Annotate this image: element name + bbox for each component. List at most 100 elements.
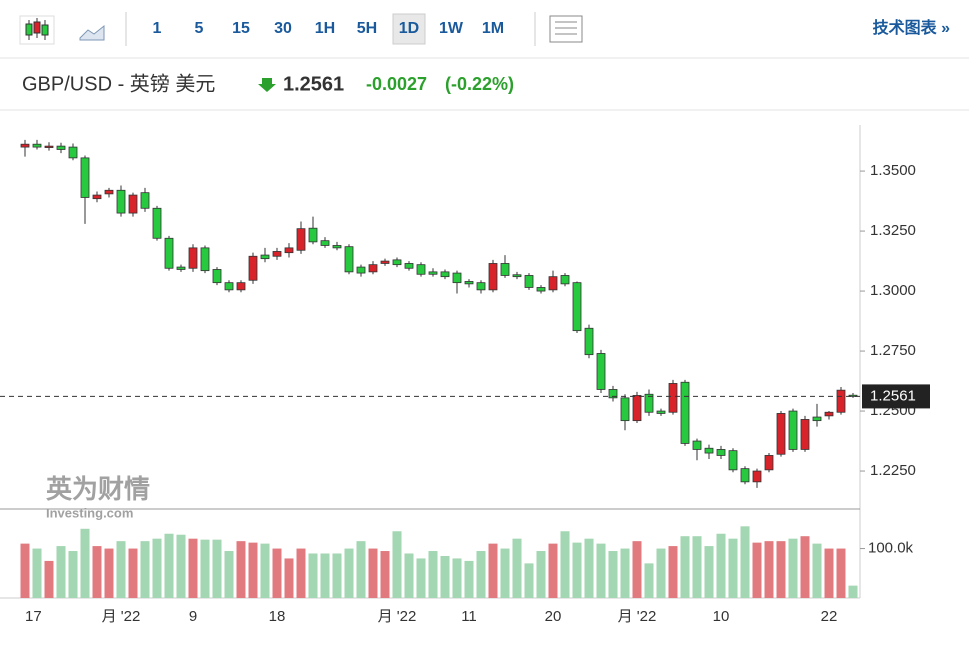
- candle-body: [224, 282, 234, 291]
- candle-body: [92, 194, 102, 200]
- candle-body: [176, 266, 186, 270]
- volume-bar: [92, 546, 102, 598]
- candle-body: [284, 247, 294, 254]
- interval-button[interactable]: 1M: [482, 20, 504, 37]
- interval-button[interactable]: 30: [274, 20, 292, 37]
- volume-bar: [740, 526, 750, 598]
- volume-bar: [68, 551, 78, 598]
- volume-bar: [824, 548, 834, 598]
- interval-button[interactable]: 5H: [357, 20, 377, 37]
- volume-bar: [344, 548, 354, 598]
- candle-body: [656, 410, 666, 414]
- volume-bar: [140, 541, 150, 598]
- volume-bar: [464, 560, 474, 598]
- x-tick-label: 月 '22: [102, 608, 141, 625]
- x-tick-label: 10: [713, 608, 730, 625]
- volume-bar: [512, 538, 522, 598]
- volume-bar: [584, 538, 594, 598]
- volume-bar: [644, 563, 654, 598]
- candle-body: [332, 245, 342, 249]
- volume-bar: [752, 542, 762, 598]
- volume-bar: [20, 543, 30, 598]
- candle-body: [44, 145, 54, 148]
- y-tick-label: 1.3000: [870, 282, 916, 299]
- candle-body: [572, 282, 582, 332]
- interval-button[interactable]: 1H: [315, 20, 335, 37]
- candle-body: [128, 194, 138, 214]
- candle-body: [476, 282, 486, 291]
- interval-button[interactable]: 1: [153, 20, 162, 37]
- volume-bar: [836, 548, 846, 598]
- candle-body: [776, 413, 786, 455]
- volume-bar: [572, 542, 582, 598]
- volume-bar: [164, 533, 174, 598]
- candle-body: [320, 240, 330, 246]
- x-tick-label: 18: [269, 608, 286, 625]
- candle-body: [788, 410, 798, 450]
- volume-bar: [452, 558, 462, 598]
- candle-body: [80, 157, 90, 198]
- candle-body: [368, 264, 378, 273]
- candle-body: [380, 260, 390, 264]
- interval-button[interactable]: 15: [232, 20, 250, 37]
- volume-bar: [704, 546, 714, 598]
- x-tick-label: 22: [821, 608, 838, 625]
- candle-body: [512, 274, 522, 278]
- volume-bar: [680, 536, 690, 598]
- volume-bar: [188, 538, 198, 598]
- candle-body: [752, 470, 762, 483]
- candle-body: [632, 395, 642, 422]
- change-percent: (-0.22%): [445, 74, 514, 94]
- x-tick-label: 9: [189, 608, 197, 625]
- volume-bar: [620, 548, 630, 598]
- area-icon[interactable]: [79, 24, 105, 41]
- candle-body: [488, 263, 498, 291]
- candle-body: [608, 389, 618, 399]
- candle-body: [152, 207, 162, 239]
- candle-body: [716, 449, 726, 456]
- candle-body: [452, 272, 462, 284]
- candle-body: [584, 327, 594, 356]
- price-box-label: 1.2561: [870, 387, 916, 404]
- volume-bar: [44, 560, 54, 598]
- interval-button[interactable]: 1W: [439, 20, 464, 37]
- price: 1.2561: [283, 73, 344, 95]
- volume-bar: [440, 555, 450, 598]
- volume-bar: [296, 548, 306, 598]
- candle-body: [800, 419, 810, 450]
- x-tick-label: 月 '22: [378, 608, 417, 625]
- y-tick-label: 1.3500: [870, 162, 916, 179]
- volume-bar: [356, 541, 366, 598]
- volume-bar: [632, 541, 642, 598]
- x-tick-label: 月 '22: [618, 608, 657, 625]
- candle-body: [560, 275, 570, 285]
- candle-body: [764, 455, 774, 471]
- x-tick-label: 11: [461, 608, 477, 625]
- volume-bar: [80, 528, 90, 598]
- candle-body: [524, 275, 534, 288]
- candle-body: [104, 189, 114, 195]
- volume-bar: [32, 548, 42, 598]
- candle-body: [548, 276, 558, 291]
- interval-button[interactable]: 5: [195, 20, 204, 37]
- watermark-site: Investing.com: [46, 505, 133, 520]
- volume-bar: [272, 548, 282, 598]
- volume-bar: [152, 538, 162, 598]
- candle-body: [596, 353, 606, 390]
- volume-bar: [332, 553, 342, 598]
- layout-icon[interactable]: [549, 15, 583, 43]
- volume-bar: [728, 538, 738, 598]
- candle-body: [296, 228, 306, 251]
- y-tick-label: 1.3250: [870, 222, 916, 239]
- volume-bar: [548, 543, 558, 598]
- candle-body: [428, 271, 438, 275]
- tech-chart-link[interactable]: 技术图表 »: [873, 18, 950, 37]
- volume-bar: [116, 541, 126, 598]
- volume-bar: [692, 536, 702, 598]
- candle-body: [140, 192, 150, 209]
- candle-body: [344, 246, 354, 273]
- volume-bar: [176, 534, 186, 598]
- interval-button[interactable]: 1D: [399, 20, 419, 37]
- candle-body: [848, 394, 858, 397]
- volume-bar: [668, 546, 678, 598]
